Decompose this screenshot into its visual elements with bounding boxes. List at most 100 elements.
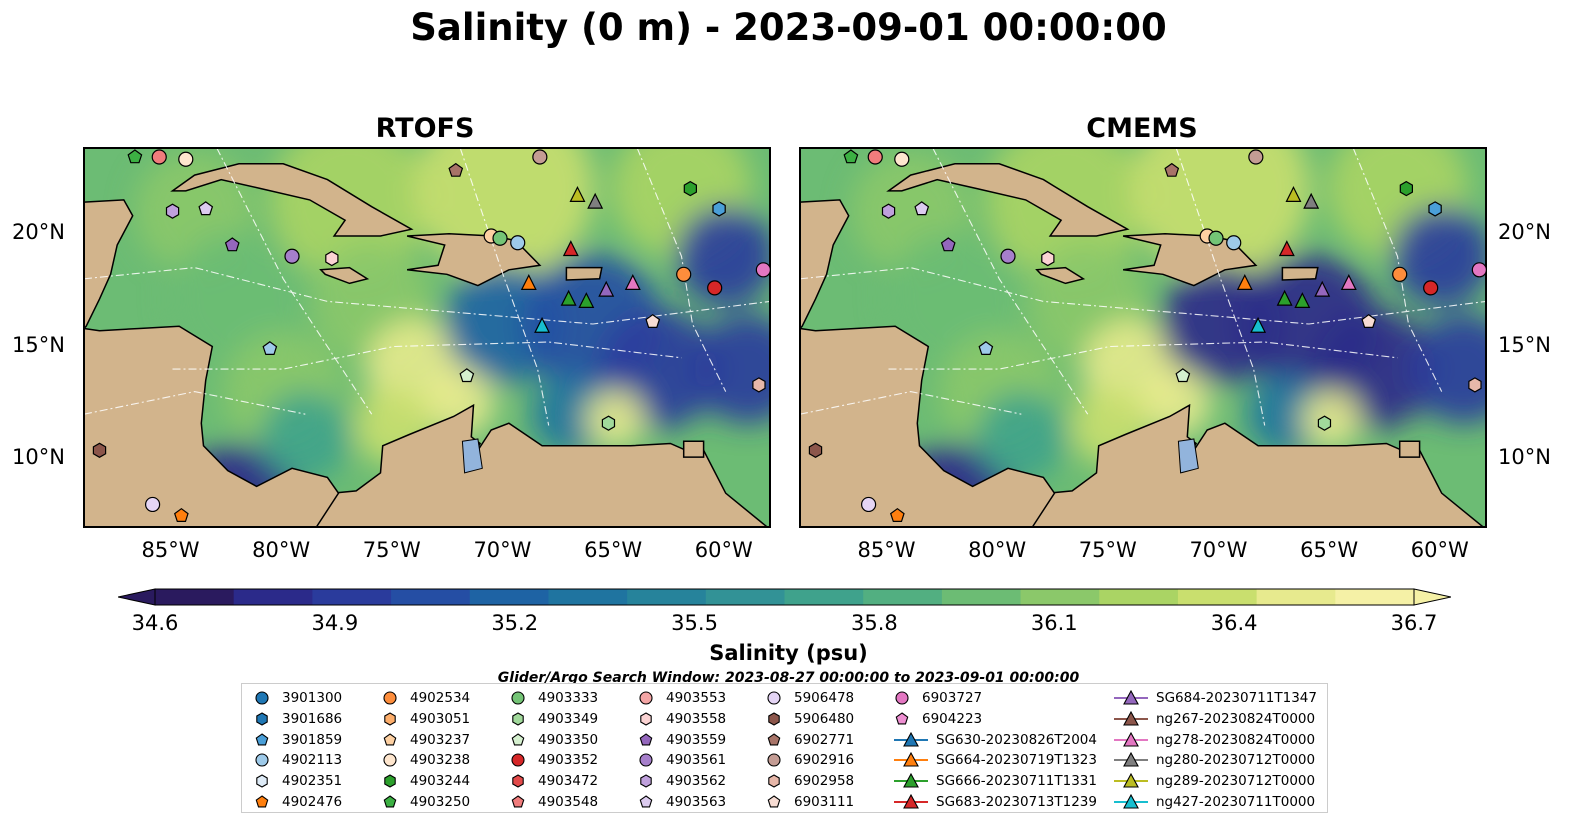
lon-tick-right-5: 60°W	[1410, 538, 1469, 562]
legend-label: 6903727	[922, 690, 983, 707]
legend-label: 3901686	[282, 711, 343, 728]
legend-label: 4903563	[666, 793, 727, 810]
cbar-bin	[784, 589, 864, 605]
lon-tick-right-2: 75°W	[1078, 538, 1137, 562]
legend-label: 4903051	[410, 711, 471, 728]
legend-column: 4903553 4903558 4903559 4903561 4903562 49035…	[638, 688, 726, 812]
cbar-bin	[705, 589, 785, 605]
map-marker-4903558	[1041, 250, 1055, 267]
legend-column: 4902534 4903051 4903237 4903238 4903244 49032…	[382, 688, 470, 812]
map-marker-4903548	[867, 149, 883, 165]
legend-item-ng280-20230712T0000: ng280-20230712T0000	[1114, 750, 1317, 771]
legend-item-4903244: 4903244	[382, 771, 470, 792]
map-marker-ng280	[1303, 192, 1320, 209]
legend-marker-icon	[894, 752, 928, 767]
legend-label: 4902476	[282, 793, 343, 810]
legend-item-SG684-20230711T1347: SG684-20230711T1347	[1114, 688, 1317, 709]
legend-item-4903352: 4903352	[510, 750, 598, 771]
legend-marker-icon	[255, 733, 269, 746]
legend-label: ng278-20230824T0000	[1156, 731, 1316, 748]
cbar-extend-low	[117, 588, 156, 606]
cbar-bin	[1256, 589, 1336, 605]
land-trinidad	[682, 440, 705, 458]
legend-marker-icon	[1114, 731, 1148, 747]
map-marker-4903244	[1399, 180, 1414, 197]
legend-item-6904223: 6904223	[894, 709, 1097, 730]
legend-column: SG684-20230711T1347 ng267-20230824T0000 ng…	[1114, 688, 1317, 812]
lake-maracaibo	[461, 438, 483, 474]
map-marker-4903244	[683, 180, 698, 197]
map-marker-SG666a	[1276, 289, 1293, 306]
map-marker-4903559	[881, 203, 896, 219]
legend-item-4903472: 4903472	[510, 771, 598, 792]
legend-marker-icon	[255, 795, 269, 808]
map-marker-4903561	[224, 237, 240, 252]
figure-title: Salinity (0 m) - 2023-09-01 00:00:00	[410, 6, 1167, 49]
map-marker-6903727	[1471, 262, 1486, 278]
colorbar	[117, 587, 1452, 607]
legend-label: 4903553	[666, 690, 727, 707]
legend-marker-icon	[894, 773, 928, 788]
map-marker-ng289	[569, 186, 586, 202]
map-marker-4902113	[1226, 235, 1242, 251]
legend-label: 6902916	[794, 752, 855, 769]
legend-label: 4903350	[538, 731, 599, 748]
legend-label: 5906478	[794, 690, 855, 707]
map-marker-ng278	[1340, 274, 1357, 290]
map-marker-SG664	[1236, 274, 1253, 290]
lon-tick-right-4: 65°W	[1300, 538, 1359, 562]
legend-item-4903559: 4903559	[638, 729, 726, 750]
legend-item-5906478: 5906478	[766, 688, 854, 709]
map-marker-6903111	[645, 313, 661, 328]
map-marker-4903350	[1175, 368, 1191, 383]
map-marker-3901686	[712, 201, 726, 217]
lat-tick-right-1: 15°N	[1498, 332, 1551, 357]
legend-marker-icon	[512, 774, 524, 788]
legend-marker-icon	[894, 793, 928, 809]
map-marker-ng427	[534, 316, 551, 333]
lon-tick-left-5: 60°W	[694, 538, 753, 562]
map-marker-SG666a	[560, 289, 577, 306]
land-trinidad	[1398, 440, 1421, 458]
panel-title-rtofs: RTOFS	[375, 113, 475, 144]
legend-item-5906480: 5906480	[766, 709, 854, 730]
legend-marker-icon	[767, 753, 781, 767]
legend: 3901300 3901686 3901859 4902113 4902351 49024…	[241, 683, 1328, 813]
legend-marker-icon	[767, 733, 781, 746]
legend-marker-icon	[639, 733, 653, 746]
lon-tick-right-1: 80°W	[968, 538, 1027, 562]
land-puertorico	[1281, 266, 1319, 281]
legend-label: ng280-20230712T0000	[1156, 752, 1316, 769]
map-marker-4902476	[889, 507, 905, 522]
lon-tick-left-0: 85°W	[141, 538, 200, 562]
legend-marker-icon	[511, 753, 525, 767]
lat-tick-left-0: 20°N	[12, 219, 65, 244]
legend-label: 4903352	[538, 752, 599, 769]
legend-label: 4903333	[538, 690, 599, 707]
map-panel-rtofs[interactable]	[83, 147, 771, 528]
legend-item-4903237: 4903237	[382, 729, 470, 750]
cbar-tick-5: 36.1	[1030, 611, 1078, 635]
legend-label: 4903237	[410, 731, 471, 748]
map-marker-4903561	[940, 237, 956, 252]
cbar-bin	[312, 589, 392, 605]
legend-item-4903350: 4903350	[510, 729, 598, 750]
map-panel-cmems[interactable]	[799, 147, 1487, 528]
legend-label: 6902771	[794, 731, 855, 748]
cbar-tick-1: 34.9	[311, 611, 359, 635]
legend-marker-icon	[383, 733, 397, 746]
map-marker-4903349	[601, 415, 616, 431]
legend-item-4902113: 4902113	[254, 750, 342, 771]
map-marker-SG664	[520, 274, 537, 290]
legend-label: 3901859	[282, 731, 343, 748]
map-marker-6903111	[1361, 313, 1377, 328]
cbar-bin	[1020, 589, 1100, 605]
legend-item-4903562: 4903562	[638, 771, 726, 792]
map-marker-4902113	[510, 235, 526, 251]
legend-marker-icon	[512, 712, 524, 726]
legend-item-4903333: 4903333	[510, 688, 598, 709]
cbar-tick-7: 36.7	[1390, 611, 1438, 635]
map-marker-4903250	[843, 149, 859, 164]
legend-item-4903250: 4903250	[382, 791, 470, 812]
cbar-bin	[941, 589, 1022, 605]
